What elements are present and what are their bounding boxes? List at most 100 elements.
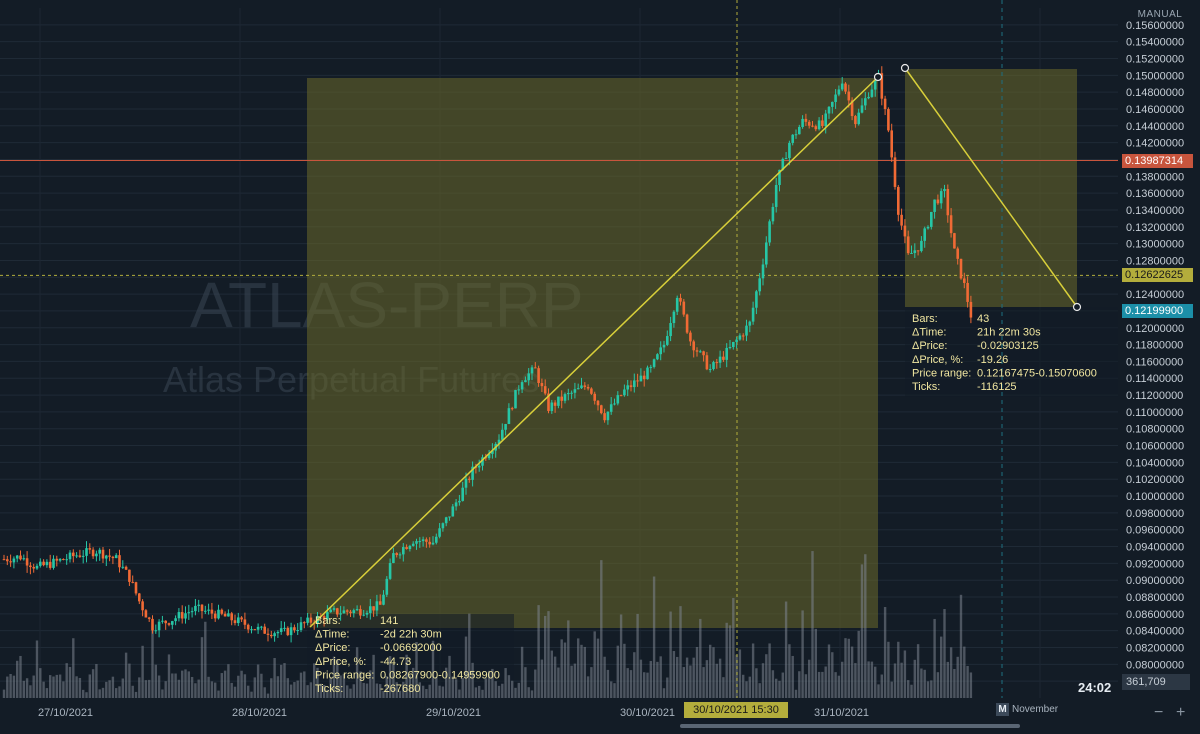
volume-bar <box>893 663 897 698</box>
volume-bar <box>101 687 105 698</box>
volume-bar <box>702 667 705 698</box>
info-label: Bars: <box>912 313 938 325</box>
candle-body <box>352 610 356 614</box>
volume-bar <box>181 670 184 698</box>
volume-bar <box>243 674 247 698</box>
info-value: 43 <box>977 313 989 325</box>
trend-line-up[interactable] <box>309 76 879 628</box>
volume-bar <box>58 674 62 698</box>
month-marker: M November <box>996 703 1058 716</box>
volume-bar <box>164 681 167 698</box>
volume-bar <box>821 671 824 698</box>
candle-body <box>332 608 336 610</box>
y-tick-label: 0.10800000 <box>1126 424 1184 436</box>
candle-body <box>359 609 362 616</box>
volume-bar <box>936 672 940 698</box>
candle-body <box>101 549 105 559</box>
volume-bar <box>742 674 745 698</box>
candle-body <box>111 556 115 559</box>
trend-handle[interactable] <box>873 72 883 82</box>
candle-body <box>204 610 207 612</box>
candle-body <box>679 297 682 302</box>
volume-bar <box>412 667 415 698</box>
time-scrollbar[interactable] <box>680 724 1020 728</box>
volume-bar <box>45 688 49 698</box>
trend-handle[interactable] <box>1072 302 1082 312</box>
volume-bar <box>478 685 481 698</box>
candle-body <box>593 393 596 401</box>
candle-body <box>477 465 481 468</box>
volume-bar <box>388 656 392 698</box>
candle-body <box>299 622 303 631</box>
candle-body <box>837 89 841 95</box>
volume-bar <box>121 678 124 698</box>
candle-body <box>461 487 464 501</box>
volume-bar <box>808 659 811 698</box>
trend-lines[interactable] <box>309 63 1082 628</box>
volume-bar <box>435 676 438 698</box>
candle-body <box>890 130 893 158</box>
candle-body <box>580 385 583 389</box>
candle-body <box>689 332 692 342</box>
volume-bar <box>25 678 29 698</box>
candle-body <box>105 555 108 559</box>
volume-bar <box>134 691 138 698</box>
scale-mode-button[interactable]: MANUAL <box>1137 9 1183 20</box>
time-axis[interactable]: 27/10/2021 28/10/2021 29/10/2021 30/10/2021… <box>38 707 869 719</box>
candle-body <box>246 624 250 630</box>
volume-bar <box>313 663 316 698</box>
volume-bar <box>860 564 864 698</box>
volume-bar <box>385 676 388 698</box>
candle-body <box>395 553 398 555</box>
y-tick-label: 0.09200000 <box>1126 558 1184 570</box>
y-tick-label: 0.11800000 <box>1126 340 1183 352</box>
trend-handle[interactable] <box>900 63 910 73</box>
y-tick-label: 0.09000000 <box>1126 575 1184 587</box>
horizontal-lines[interactable] <box>0 0 1120 698</box>
y-tick-label: 0.08400000 <box>1126 626 1184 638</box>
volume-bar <box>227 664 230 698</box>
candle-body <box>131 581 134 583</box>
volume-bar <box>639 659 643 698</box>
candle-body <box>510 408 514 410</box>
volume-bar <box>534 669 537 698</box>
volume-bar <box>197 679 200 698</box>
y-tick-label: 0.14400000 <box>1126 121 1184 133</box>
candle-body <box>233 620 237 624</box>
candle-body <box>365 612 369 615</box>
candle-body <box>448 516 451 518</box>
volume-bar <box>817 671 821 698</box>
candle-body <box>425 539 428 542</box>
volume-bar <box>544 615 547 698</box>
candle-body <box>220 609 224 614</box>
volume-bar <box>672 651 676 698</box>
candle-body <box>471 466 474 480</box>
candle-body <box>418 541 422 543</box>
volume-bar <box>220 673 223 698</box>
candle-body <box>854 116 857 125</box>
candle-body <box>81 555 85 557</box>
zoom-out-icon[interactable]: − <box>1154 704 1164 721</box>
candle-body <box>382 594 385 605</box>
volume-bar <box>903 650 907 698</box>
price-axis[interactable]: 0.15600000 0.15400000 0.15200000 0.15000000… <box>1118 0 1200 698</box>
candle-body <box>336 608 339 615</box>
candle-body <box>619 395 623 397</box>
trend-line-down[interactable] <box>904 67 1078 308</box>
volume-bar <box>969 672 973 698</box>
volume-bar <box>256 664 260 698</box>
candle-body <box>906 236 910 254</box>
volume-bar <box>547 611 550 698</box>
candle-body <box>662 344 666 348</box>
volume-bar <box>514 687 517 698</box>
volume-bar <box>867 661 870 698</box>
y-tick-label: 0.11000000 <box>1126 407 1183 419</box>
candle-body <box>817 120 821 130</box>
volume-bar <box>738 649 742 698</box>
volume-bar <box>788 644 791 698</box>
zoom-in-icon[interactable]: + <box>1176 704 1186 721</box>
volume-bar <box>464 636 468 698</box>
candle-body <box>864 98 867 106</box>
